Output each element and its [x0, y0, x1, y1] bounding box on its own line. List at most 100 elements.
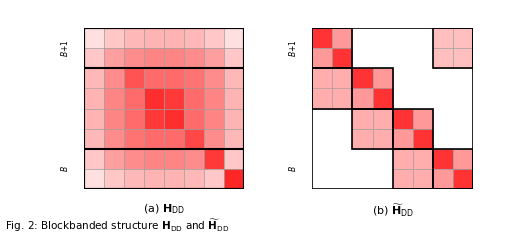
Bar [453, 28, 473, 48]
Bar [144, 68, 164, 88]
Bar [84, 129, 103, 149]
Bar [204, 109, 224, 129]
Bar [413, 149, 433, 169]
Bar [124, 129, 144, 149]
Bar [224, 68, 244, 88]
Bar [164, 28, 184, 48]
Bar [144, 169, 164, 189]
Bar [103, 149, 124, 169]
Bar [84, 149, 103, 169]
Bar [224, 129, 244, 149]
Bar [164, 109, 184, 129]
Text: (a) $\mathbf{H}_{\mathrm{DD}}$: (a) $\mathbf{H}_{\mathrm{DD}}$ [143, 203, 185, 216]
Bar [433, 28, 473, 68]
Bar [144, 129, 164, 149]
Bar [393, 109, 433, 149]
Bar [124, 68, 144, 88]
Bar [103, 129, 124, 149]
Bar [433, 28, 453, 48]
Bar [413, 109, 433, 129]
Bar [164, 169, 184, 189]
Bar [224, 109, 244, 129]
Bar [84, 109, 103, 129]
Bar [353, 88, 372, 109]
Bar [84, 48, 103, 68]
Bar [84, 149, 244, 189]
Bar [84, 88, 103, 109]
Bar [84, 68, 103, 88]
Bar [393, 129, 413, 149]
Bar [372, 88, 393, 109]
Bar [393, 169, 413, 189]
Bar [353, 129, 372, 149]
Bar [433, 149, 473, 189]
Text: $B$: $B$ [288, 165, 298, 172]
Bar [103, 169, 124, 189]
Bar [332, 88, 353, 109]
Bar [353, 109, 393, 149]
Bar [372, 109, 393, 129]
Bar [224, 88, 244, 109]
Bar [164, 149, 184, 169]
Bar [332, 48, 353, 68]
Bar [84, 28, 103, 48]
Bar [224, 28, 244, 48]
Bar [164, 48, 184, 68]
Bar [124, 109, 144, 129]
Bar [393, 149, 413, 169]
Bar [353, 109, 372, 129]
Bar [413, 169, 433, 189]
Bar [184, 149, 204, 169]
Bar [184, 48, 204, 68]
Bar [353, 68, 372, 88]
Bar [413, 129, 433, 149]
Bar [124, 88, 144, 109]
Bar [453, 149, 473, 169]
Bar [103, 88, 124, 109]
Bar [184, 109, 204, 129]
Bar [453, 169, 473, 189]
Bar [393, 109, 413, 129]
Bar [353, 68, 393, 109]
Bar [124, 169, 144, 189]
Bar [224, 169, 244, 189]
Bar [144, 88, 164, 109]
Bar [313, 68, 332, 88]
Bar [184, 88, 204, 109]
Bar [124, 149, 144, 169]
Bar [453, 48, 473, 68]
Text: $B$: $B$ [59, 165, 70, 172]
Bar [144, 149, 164, 169]
Bar [393, 149, 433, 189]
Bar [103, 28, 124, 48]
Bar [433, 48, 453, 68]
Bar [433, 169, 453, 189]
Bar [124, 28, 144, 48]
Bar [164, 68, 184, 88]
Bar [103, 109, 124, 129]
Bar [124, 48, 144, 68]
Bar [204, 129, 224, 149]
Bar [103, 68, 124, 88]
Bar [204, 68, 224, 88]
Bar [204, 28, 224, 48]
Bar [313, 68, 353, 109]
Text: $B{+}1$: $B{+}1$ [59, 40, 70, 57]
Bar [184, 169, 204, 189]
Bar [184, 28, 204, 48]
Bar [313, 28, 332, 48]
Text: $B{+}1$: $B{+}1$ [288, 40, 298, 57]
Bar [332, 68, 353, 88]
Bar [224, 149, 244, 169]
Bar [204, 48, 224, 68]
Bar [164, 88, 184, 109]
Bar [164, 129, 184, 149]
Bar [84, 169, 103, 189]
Bar [313, 28, 353, 68]
Text: Fig. 2: Blockbanded structure $\mathbf{H}_{\mathrm{DD}}$ and $\widetilde{\mathbf: Fig. 2: Blockbanded structure $\mathbf{H… [5, 217, 230, 234]
Bar [204, 169, 224, 189]
Bar [144, 109, 164, 129]
Bar [433, 149, 453, 169]
Bar [144, 48, 164, 68]
Bar [184, 129, 204, 149]
